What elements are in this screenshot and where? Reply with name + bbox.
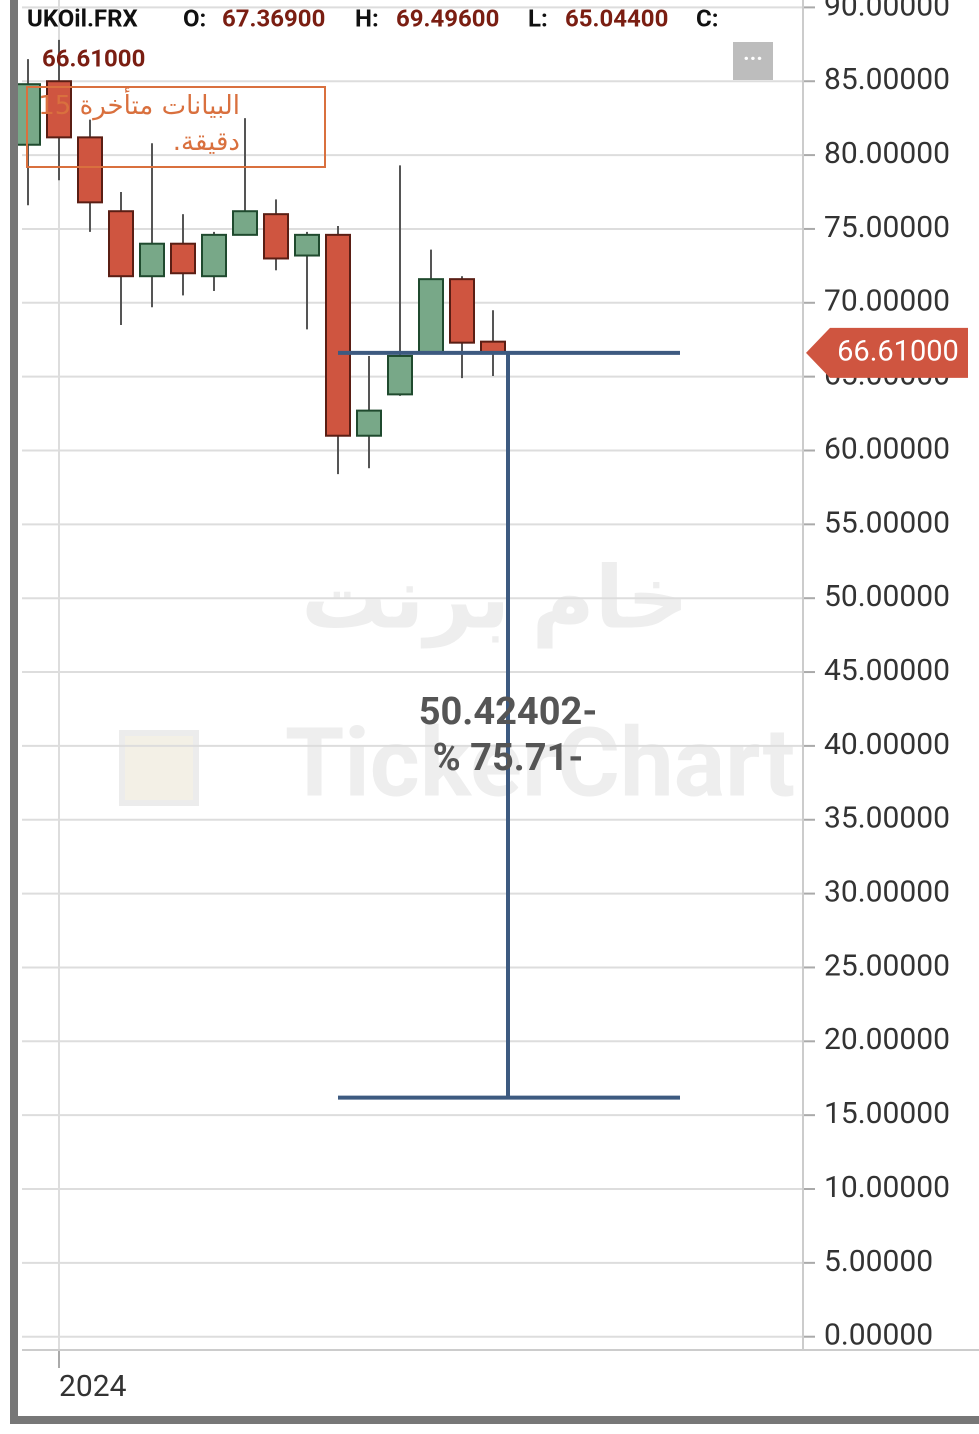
y-tick-label: 45.00000 <box>824 653 950 688</box>
y-tick-label: 15.00000 <box>824 1096 950 1131</box>
candle-body <box>108 210 134 278</box>
y-tick-label: 60.00000 <box>824 431 950 466</box>
brand-icon <box>119 730 199 806</box>
candle-body <box>325 233 351 437</box>
menu-button[interactable] <box>733 42 773 80</box>
ohlc-value: 67.36900 <box>222 4 325 32</box>
y-tick-label: 85.00000 <box>824 62 950 97</box>
y-tick-label: 40.00000 <box>824 727 950 762</box>
candle-body <box>418 278 444 355</box>
y-tick-label: 5.00000 <box>824 1244 933 1279</box>
candle-body <box>46 80 72 139</box>
y-tick-label: 80.00000 <box>824 136 950 171</box>
symbol: UKOil.FRX <box>27 4 138 32</box>
y-tick-label: 0.00000 <box>824 1318 933 1353</box>
notice-container: البيانات متأخرة 15 دقيقة. <box>38 91 240 157</box>
candle-body <box>449 278 475 344</box>
candle-body <box>232 210 258 236</box>
y-tick-label: 50.00000 <box>824 579 950 614</box>
y-tick-label: 30.00000 <box>824 875 950 910</box>
frame <box>10 0 979 1424</box>
annotation-layer: 66.61000 50.42402-% 75.71- <box>338 327 968 1100</box>
measure-change: 50.42402- <box>419 690 598 734</box>
brand-watermark: TickerChart <box>285 707 795 819</box>
last-price-label: 66.61000 <box>837 335 959 369</box>
y-tick-label: 70.00000 <box>824 284 950 319</box>
menu-icon: ··· <box>743 47 763 72</box>
candle-body <box>356 409 382 437</box>
candle-body <box>294 233 320 257</box>
ohlc-value: 65.04400 <box>565 4 668 32</box>
ohlc-key: C: <box>696 4 718 32</box>
ohlc-key: H: <box>355 4 379 32</box>
candle-body <box>77 136 103 204</box>
candle-body <box>170 242 196 275</box>
candle-body <box>139 242 165 278</box>
y-tick-label: 90.00000 <box>824 0 950 23</box>
candle-body <box>201 233 227 278</box>
last-price-tag <box>806 327 968 378</box>
ohlc-key: O: <box>183 4 206 32</box>
ohlc-key: L: <box>528 4 548 32</box>
candle-body <box>387 354 413 396</box>
ohlc-value: 69.49600 <box>396 4 499 32</box>
candle-body <box>263 213 289 260</box>
y-tick-label: 20.00000 <box>824 1022 950 1057</box>
notice-text: البيانات متأخرة 15 دقيقة. <box>38 91 240 157</box>
measure-percent: % 75.71- <box>433 736 584 780</box>
y-tick-label: 55.00000 <box>824 505 950 540</box>
ohlc-value: 66.61000 <box>42 44 145 72</box>
y-tick-label: 75.00000 <box>824 210 950 245</box>
ohlc-header: O: 67.36900 H: 69.49600 L: 65.04400 C: 66.61000 <box>42 4 718 72</box>
notice-box <box>26 86 326 168</box>
x-tick-label: 2024 <box>59 1369 127 1404</box>
y-tick-label: 25.00000 <box>824 948 950 983</box>
y-tick-label: 10.00000 <box>824 1170 950 1205</box>
y-tick-label: 35.00000 <box>824 801 950 836</box>
